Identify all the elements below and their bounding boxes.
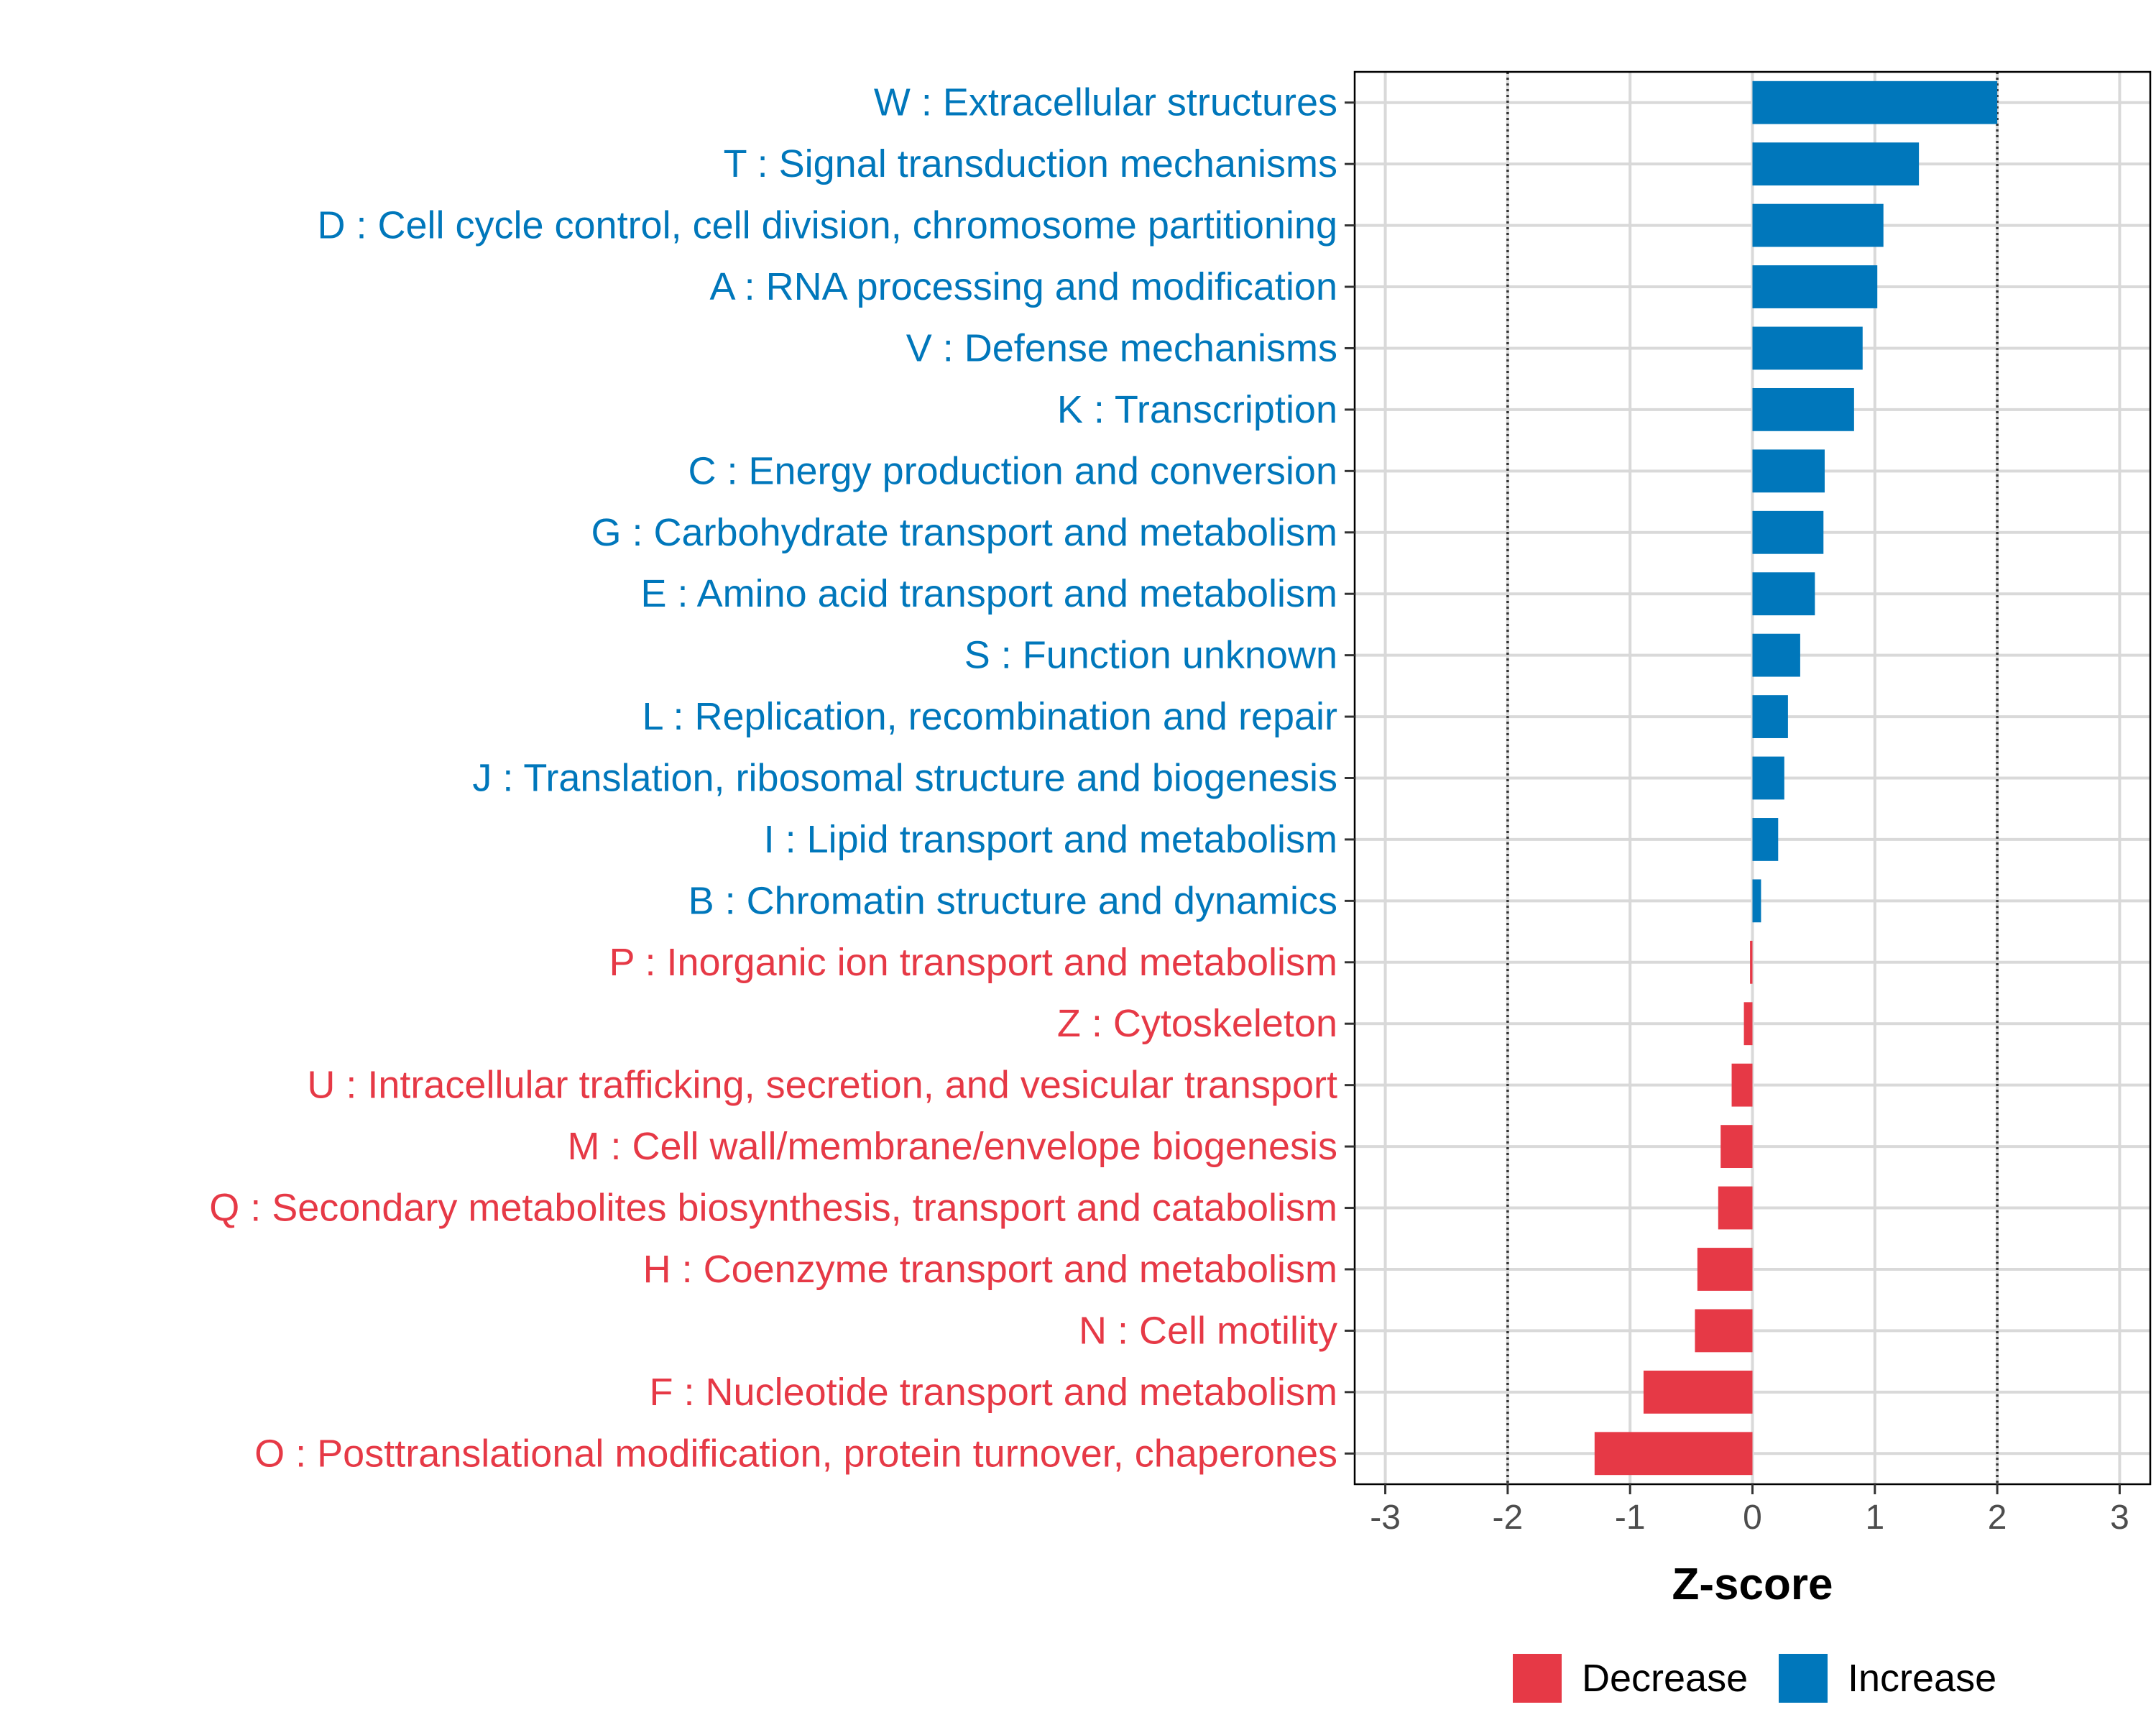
legend-key [1513, 1654, 1562, 1703]
bars [1594, 80, 1998, 1476]
x-tick-label: -3 [1370, 1499, 1401, 1537]
x-axis-title: Z-score [1672, 1560, 1833, 1609]
x-tick-label: 1 [1865, 1499, 1884, 1537]
bar [1695, 1309, 1753, 1353]
bar [1643, 1370, 1753, 1414]
bar [1752, 633, 1800, 677]
bar [1752, 326, 1863, 370]
category-label: T : Signal transduction mechanisms [724, 142, 1337, 185]
category-label: D : Cell cycle control, cell division, c… [317, 204, 1337, 247]
category-label: G : Carbohydrate transport and metabolis… [591, 511, 1338, 554]
category-label: F : Nucleotide transport and metabolism [650, 1371, 1337, 1414]
bar [1752, 142, 1920, 186]
bar [1752, 203, 1884, 247]
bar [1752, 265, 1878, 308]
x-tick-label: -2 [1493, 1499, 1524, 1537]
bar [1594, 1432, 1753, 1476]
bar [1752, 756, 1784, 800]
bar [1697, 1248, 1753, 1291]
category-label: S : Function unknown [964, 634, 1337, 677]
legend-key [1779, 1654, 1828, 1703]
category-label: U : Intracellular trafficking, secretion… [307, 1064, 1337, 1107]
x-tick-label: 3 [2110, 1499, 2129, 1537]
x-tick-label: 0 [1743, 1499, 1762, 1537]
bar [1752, 695, 1788, 738]
category-label: K : Transcription [1057, 388, 1337, 431]
bar [1720, 1125, 1753, 1169]
x-axis-ticks: -3 -2 -1 0 1 2 3 [1370, 1484, 2129, 1537]
category-label: M : Cell wall/membrane/envelope biogenes… [567, 1125, 1337, 1168]
category-label: J : Translation, ribosomal structure and… [472, 757, 1337, 800]
bar [1743, 1002, 1753, 1046]
bar [1718, 1186, 1753, 1230]
category-label: W : Extracellular structures [874, 81, 1337, 124]
bar [1752, 818, 1779, 861]
category-label: C : Energy production and conversion [688, 449, 1337, 492]
bar [1731, 1063, 1753, 1107]
y-axis-ticks [1345, 101, 1355, 1455]
category-label: L : Replication, recombination and repai… [642, 695, 1337, 738]
bar [1752, 80, 1998, 124]
category-label: O : Posttranslational modification, prot… [254, 1432, 1337, 1475]
legend-label: Increase [1848, 1657, 1996, 1700]
category-label: I : Lipid transport and metabolism [764, 818, 1337, 861]
legend-label: Decrease [1582, 1657, 1748, 1700]
legend: Decrease Increase [1513, 1654, 1996, 1703]
category-label: N : Cell motility [1079, 1309, 1337, 1352]
x-tick-label: 2 [1988, 1499, 2007, 1537]
category-label: Z : Cytoskeleton [1057, 1002, 1337, 1045]
y-axis-category-labels: W : Extracellular structures T : Signal t… [209, 81, 1337, 1476]
bar [1752, 387, 1854, 431]
x-tick-label: -1 [1615, 1499, 1646, 1537]
bar [1750, 940, 1753, 984]
bar [1752, 572, 1815, 616]
bar [1752, 510, 1824, 554]
category-label: H : Coenzyme transport and metabolism [643, 1248, 1337, 1291]
bar [1752, 879, 1761, 923]
category-label: B : Chromatin structure and dynamics [688, 879, 1337, 922]
category-label: P : Inorganic ion transport and metaboli… [609, 941, 1337, 984]
category-label: E : Amino acid transport and metabolism [641, 572, 1337, 615]
category-label: A : RNA processing and modification [710, 265, 1337, 308]
category-label: V : Defense mechanisms [906, 326, 1337, 369]
bar [1752, 449, 1825, 493]
category-label: Q : Secondary metabolites biosynthesis, … [209, 1187, 1337, 1230]
